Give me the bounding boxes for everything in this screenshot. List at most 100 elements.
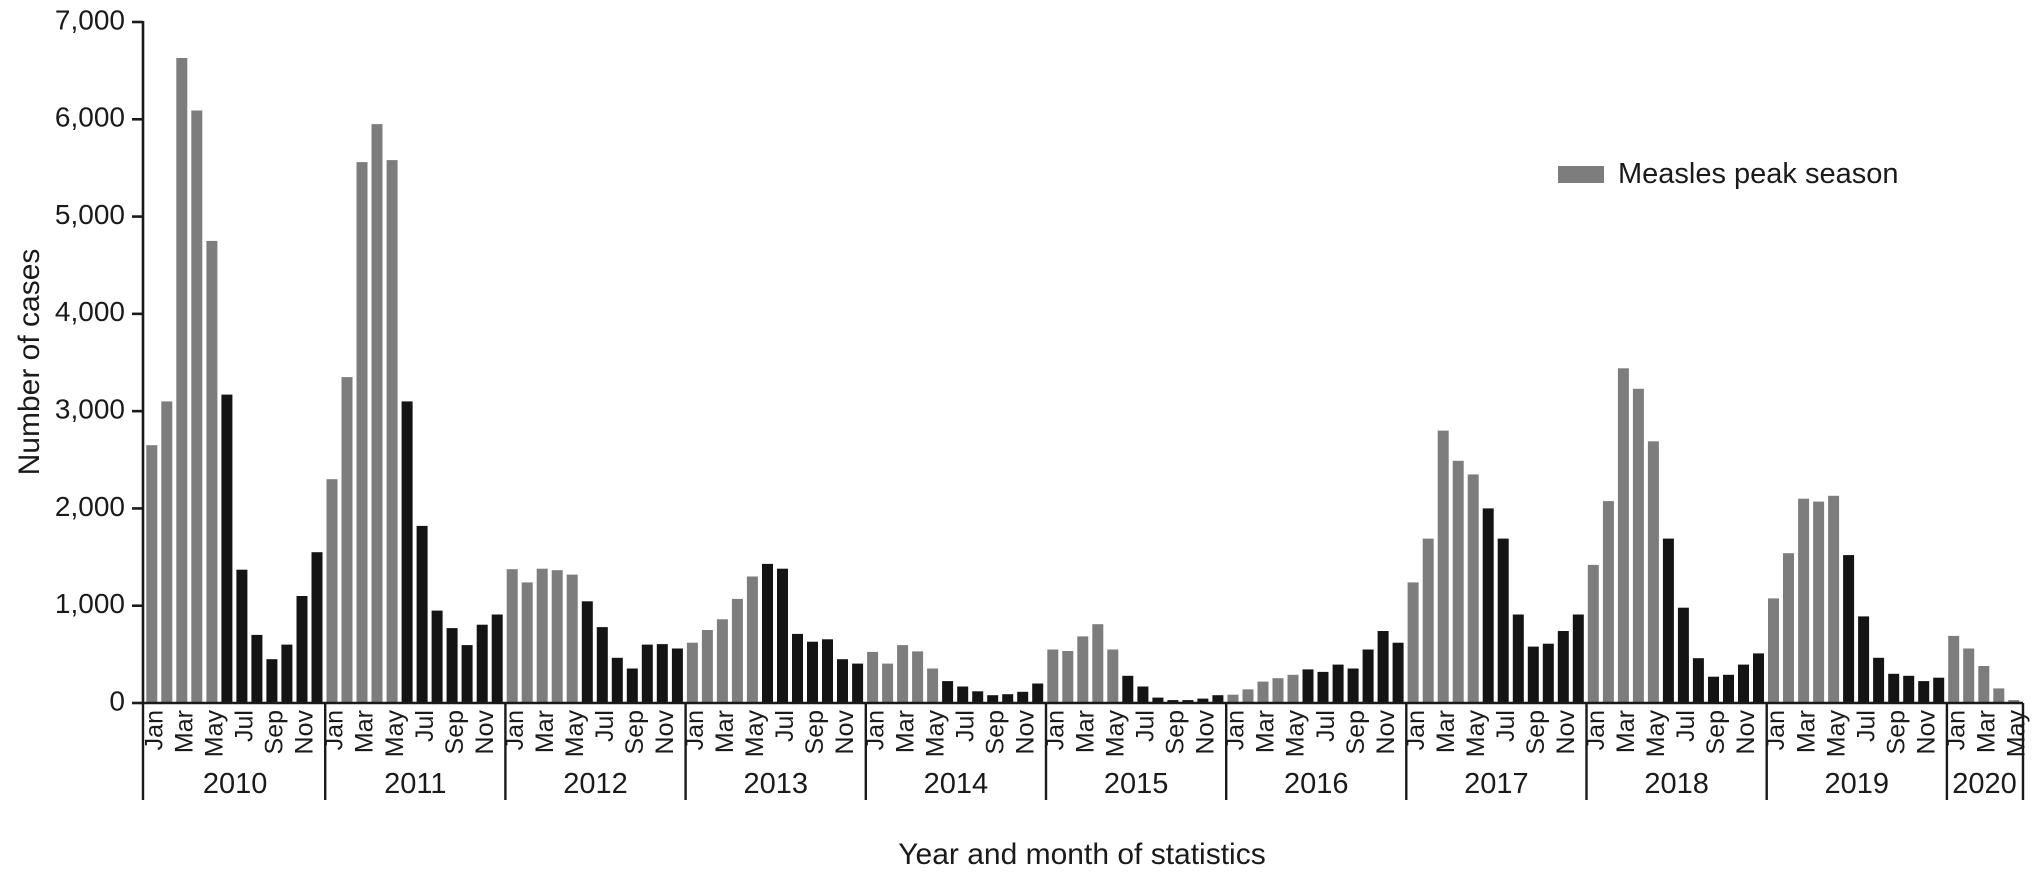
bar-2012-Sep: [626, 668, 638, 703]
bar-2019-May: [1828, 495, 1840, 703]
month-tick-label-2014-May: May: [921, 710, 949, 758]
bar-2011-Jul: [416, 525, 428, 703]
bar-2018-Feb: [1602, 501, 1614, 703]
month-tick-label-2012-May: May: [561, 710, 589, 758]
bar-2016-Nov: [1377, 631, 1389, 703]
bar-2011-Mar: [356, 162, 368, 704]
bar-2011-Feb: [341, 377, 353, 703]
bar-2012-Oct: [641, 644, 653, 703]
month-tick-label-2018-Jan: Jan: [1582, 710, 1610, 750]
bar-2020-Apr: [1993, 688, 2005, 703]
bar-2011-Nov: [476, 624, 488, 703]
month-tick-label-2020-Jan: Jan: [1942, 710, 1970, 750]
month-tick-label-2012-Jul: Jul: [591, 710, 619, 742]
month-tick-label-2018-May: May: [1642, 710, 1670, 758]
month-tick-label-2011-May: May: [381, 710, 409, 758]
bar-2020-May: [2008, 700, 2020, 703]
bar-2018-Apr: [1632, 388, 1644, 703]
bar-2019-Jan: [1768, 598, 1779, 703]
legend: Measles peak season: [1558, 158, 1899, 191]
month-tick-label-2018-Nov: Nov: [1732, 710, 1760, 755]
year-label-2018: 2018: [1644, 768, 1709, 800]
bar-2012-Jul: [596, 627, 608, 703]
month-tick-label-2010-Jan: Jan: [141, 710, 169, 750]
bar-2010-Aug: [251, 634, 263, 703]
bar-2017-Dec: [1572, 614, 1584, 703]
bar-2014-Jun: [942, 681, 954, 703]
bar-2013-Jul: [777, 568, 788, 703]
month-tick-label-2014-Jul: Jul: [951, 710, 979, 742]
month-tick-label-2011-Jan: Jan: [321, 710, 349, 750]
bar-2017-Jun: [1482, 508, 1494, 703]
bar-2019-Aug: [1873, 657, 1885, 703]
bar-2010-Feb: [161, 401, 173, 703]
bar-2018-Mar: [1617, 368, 1629, 703]
bar-2010-Oct: [281, 644, 293, 703]
bar-2012-Dec: [671, 648, 683, 703]
month-tick-label-2018-Jul: Jul: [1672, 710, 1700, 742]
year-label-2017: 2017: [1464, 768, 1529, 800]
bar-2013-Nov: [837, 659, 848, 703]
month-tick-label-2017-Mar: Mar: [1432, 710, 1460, 753]
month-tick-label-2016-Mar: Mar: [1252, 710, 1280, 753]
month-tick-label-2011-Nov: Nov: [471, 710, 499, 755]
y-tick-label-3000: 3,000: [55, 394, 125, 425]
y-tick-label-6000: 6,000: [55, 102, 125, 133]
y-axis-title: Number of cases: [13, 248, 46, 476]
bar-2019-Mar: [1798, 498, 1810, 703]
bar-2012-Apr: [551, 570, 563, 703]
month-tick-label-2013-Jul: Jul: [771, 710, 799, 742]
month-tick-label-2020-Mar: Mar: [1973, 710, 2001, 753]
bar-2020-Jan: [1948, 635, 1960, 703]
bar-2018-Dec: [1753, 653, 1764, 703]
legend-label: Measles peak season: [1618, 158, 1899, 190]
y-tick-label-2000: 2,000: [55, 491, 125, 522]
bar-2013-Sep: [807, 641, 818, 703]
bar-2019-Sep: [1888, 673, 1900, 703]
bar-2013-Dec: [852, 663, 864, 703]
bar-2015-Dec: [1212, 695, 1224, 703]
bar-2013-Jan: [686, 642, 698, 703]
month-tick-label-2019-Jan: Jan: [1762, 710, 1790, 750]
bar-2014-Jan: [867, 651, 879, 703]
bar-2010-Mar: [176, 58, 188, 703]
bar-2011-Jan: [326, 479, 338, 703]
month-tick-label-2013-May: May: [741, 710, 769, 758]
month-tick-label-2018-Sep: Sep: [1702, 710, 1730, 754]
month-tick-label-2011-Mar: Mar: [351, 710, 379, 753]
bar-2016-Sep: [1347, 668, 1359, 703]
bar-2019-Dec: [1933, 677, 1945, 703]
month-tick-label-2015-Jul: Jul: [1132, 710, 1160, 742]
bar-2020-Feb: [1963, 648, 1975, 703]
bar-2018-Oct: [1723, 674, 1734, 703]
bar-2019-Jul: [1858, 616, 1870, 703]
bar-2015-Apr: [1092, 624, 1104, 703]
month-tick-label-2016-Jul: Jul: [1312, 710, 1340, 742]
bar-2015-May: [1107, 649, 1119, 703]
bar-2014-May: [927, 668, 939, 703]
month-tick-label-2019-Sep: Sep: [1882, 710, 1910, 754]
bar-2016-Jul: [1317, 671, 1329, 703]
bar-2013-May: [746, 576, 758, 703]
year-label-2019: 2019: [1825, 768, 1890, 800]
month-tick-label-2017-Nov: Nov: [1552, 710, 1580, 755]
legend-swatch-peak-season-icon: [1558, 166, 1604, 183]
bar-2010-Sep: [266, 659, 278, 703]
month-tick-label-2015-Mar: Mar: [1072, 710, 1100, 753]
bar-2010-Apr: [191, 110, 203, 703]
month-tick-label-2017-Jan: Jan: [1402, 710, 1430, 750]
bar-2018-Aug: [1692, 658, 1704, 703]
month-tick-label-2013-Sep: Sep: [801, 710, 829, 754]
bar-2019-Nov: [1918, 681, 1930, 703]
bar-2014-Nov: [1017, 691, 1029, 703]
month-tick-label-2014-Sep: Sep: [981, 710, 1009, 754]
bar-2013-Jun: [762, 563, 773, 703]
bar-2011-Dec: [491, 614, 503, 703]
month-tick-label-2010-Mar: Mar: [171, 710, 199, 753]
bar-2016-Aug: [1332, 664, 1344, 703]
month-tick-label-2017-Jul: Jul: [1492, 710, 1520, 742]
bar-2011-Aug: [431, 610, 443, 703]
year-label-2016: 2016: [1284, 768, 1349, 800]
y-tick-label-4000: 4,000: [55, 296, 125, 327]
